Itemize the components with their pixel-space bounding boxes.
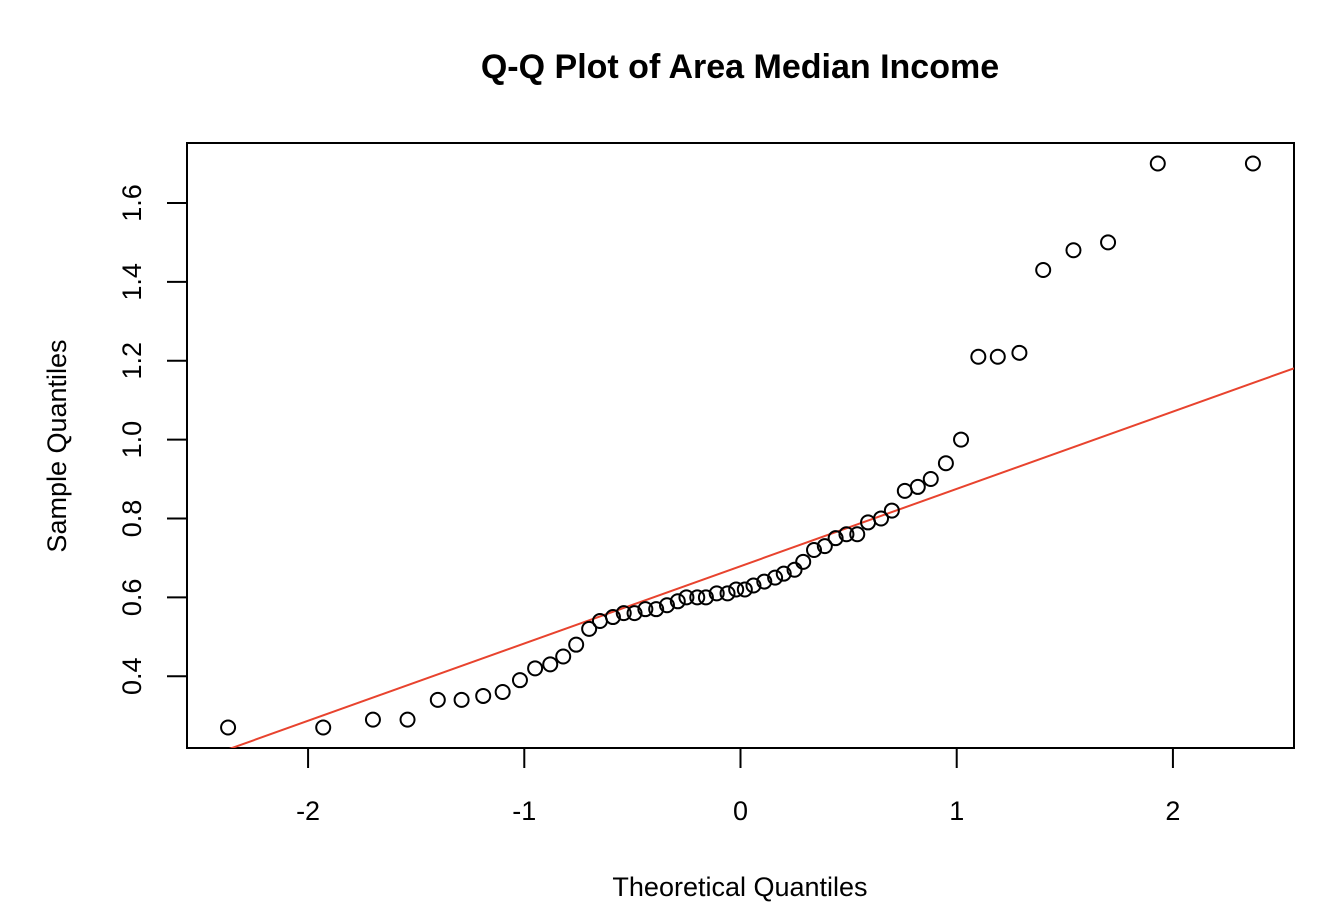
data-point (873, 510, 890, 527)
data-point (399, 711, 416, 728)
y-tick-label: 0.6 (117, 579, 147, 617)
data-point (728, 581, 745, 598)
data-point (989, 348, 1006, 365)
data-point (697, 589, 714, 606)
data-point (786, 561, 803, 578)
data-point (838, 526, 855, 543)
data-point (568, 636, 585, 653)
data-point (922, 471, 939, 488)
y-tick-label: 1.2 (117, 342, 147, 380)
data-point (736, 581, 753, 598)
data-point (581, 620, 598, 637)
data-point (767, 569, 784, 586)
y-axis: 0.4 0.6 0.8 1.0 1.2 1.4 1.6 (117, 184, 187, 695)
data-point (937, 455, 954, 472)
data-point (1035, 261, 1052, 278)
data-point (220, 719, 237, 736)
y-tick-label: 1.0 (117, 421, 147, 459)
data-point (795, 553, 812, 570)
reference-line (228, 367, 1294, 748)
data-point (511, 672, 528, 689)
y-tick-label: 1.6 (117, 184, 147, 222)
data-point (909, 478, 926, 495)
data-point (429, 691, 446, 708)
data-point (1149, 155, 1166, 172)
sample-points (220, 155, 1261, 736)
data-point (1011, 344, 1028, 361)
data-point (896, 482, 913, 499)
data-point (626, 605, 643, 622)
data-point (658, 597, 675, 614)
x-tick-label: -1 (512, 796, 536, 826)
y-tick-label: 1.4 (117, 263, 147, 301)
data-point (827, 530, 844, 547)
data-point (364, 711, 381, 728)
data-point (678, 589, 695, 606)
data-point (689, 589, 706, 606)
data-point (816, 538, 833, 555)
y-axis-label: Sample Quantiles (42, 339, 72, 552)
data-point (953, 431, 970, 448)
x-tick-label: 0 (733, 796, 748, 826)
data-point (1244, 155, 1261, 172)
data-point (604, 609, 621, 626)
data-point (883, 502, 900, 519)
x-tick-label: 2 (1165, 796, 1180, 826)
data-point (555, 648, 572, 665)
plot-frame (186, 142, 1295, 749)
data-point (708, 585, 725, 602)
data-point (669, 593, 686, 610)
chart-title: Q-Q Plot of Area Median Income (481, 48, 999, 86)
x-tick-label: -2 (296, 796, 320, 826)
x-axis-label: Theoretical Quantiles (612, 872, 867, 902)
data-point (756, 573, 773, 590)
data-point (648, 601, 665, 618)
data-point (775, 565, 792, 582)
y-tick-label: 0.8 (117, 500, 147, 538)
data-point (745, 577, 762, 594)
data-point (475, 687, 492, 704)
data-point (527, 660, 544, 677)
data-point (494, 683, 511, 700)
x-tick-label: 1 (949, 796, 964, 826)
y-tick-label: 0.4 (117, 657, 147, 695)
data-point (806, 542, 823, 559)
reference-line-group (228, 367, 1294, 748)
data-point (970, 348, 987, 365)
data-point (637, 601, 654, 618)
data-point (453, 691, 470, 708)
data-point (1100, 234, 1117, 251)
data-point (849, 526, 866, 543)
data-point (542, 656, 559, 673)
data-point (615, 605, 632, 622)
data-point (315, 719, 332, 736)
data-point (1065, 242, 1082, 259)
data-point (719, 585, 736, 602)
x-axis: -2 -1 0 1 2 (296, 748, 1180, 826)
